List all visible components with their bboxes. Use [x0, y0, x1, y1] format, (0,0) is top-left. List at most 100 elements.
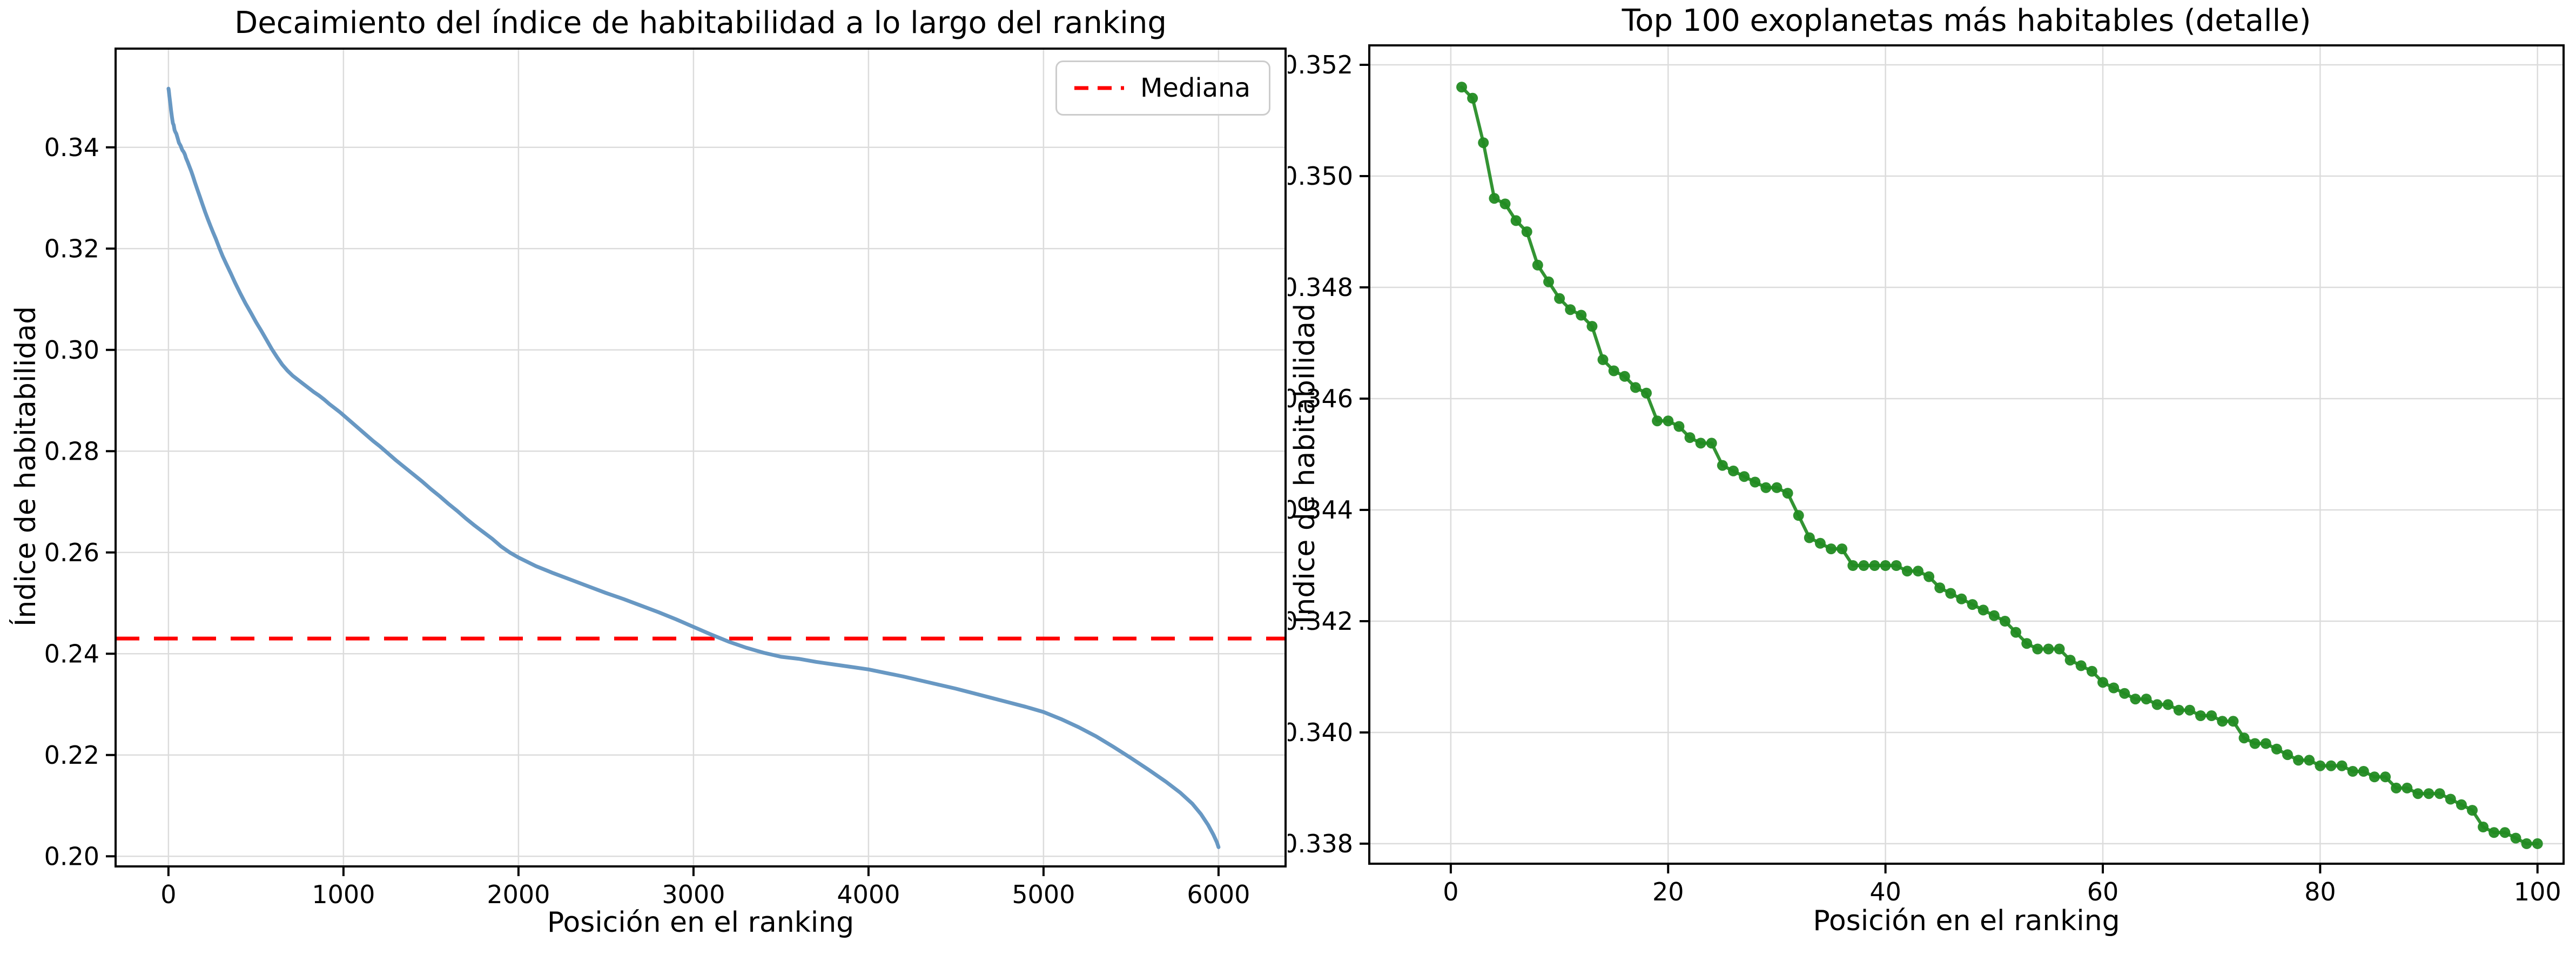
x-tick-label: 60	[2087, 877, 2119, 906]
data-point-marker	[2358, 766, 2369, 777]
left-chart-panel: 0 1000 2000 3000 4000 5000 6000 0.20 0.22 0.24 0.2…	[10, 5, 1287, 939]
x-tick-label: 4000	[837, 880, 900, 909]
data-point-marker	[2249, 738, 2261, 749]
data-point-marker	[2173, 704, 2184, 716]
data-point-marker	[2467, 805, 2478, 816]
data-point-marker	[1543, 276, 1554, 287]
data-point-marker	[1858, 560, 1869, 571]
data-point-marker	[2521, 838, 2532, 849]
y-tick-label: 0.350	[1288, 162, 1353, 191]
y-tick-label: 0.348	[1288, 273, 1353, 302]
data-point-marker	[2206, 710, 2217, 721]
data-point-marker	[2075, 660, 2087, 671]
data-point-marker	[1814, 537, 1826, 549]
data-point-marker	[1608, 365, 1619, 376]
data-point-marker	[2293, 755, 2304, 766]
data-point-marker	[2304, 755, 2315, 766]
data-point-marker	[1576, 310, 1587, 321]
data-point-marker	[1750, 476, 1761, 488]
x-tick-label: 6000	[1187, 880, 1250, 909]
data-point-marker	[2315, 760, 2326, 771]
data-point-marker	[1532, 259, 1543, 271]
data-point-marker	[2369, 771, 2380, 783]
data-point-marker	[1771, 482, 1783, 493]
data-line	[1460, 85, 2539, 845]
data-point-marker	[1565, 304, 1576, 315]
data-point-marker	[1891, 560, 1902, 571]
data-point-marker	[2043, 643, 2054, 655]
axes-frame	[115, 48, 1287, 867]
data-point-marker	[2184, 704, 2195, 716]
data-point-marker	[2391, 782, 2402, 793]
data-point-marker	[2086, 665, 2097, 677]
y-tick-label: 0.26	[44, 538, 99, 567]
y-tick-label: 0.338	[1288, 829, 1353, 858]
data-point-marker	[1847, 560, 1859, 571]
x-tick-label: 2000	[487, 880, 550, 909]
data-point-marker	[1826, 543, 1837, 555]
data-point-marker	[1499, 198, 1511, 210]
data-point-marker	[2456, 799, 2467, 810]
data-point-marker	[2380, 771, 2391, 783]
data-point-marker	[2054, 643, 2065, 655]
data-point-marker	[2423, 788, 2434, 799]
x-tick-label: 0	[160, 880, 176, 909]
data-point-marker	[2010, 627, 2021, 638]
data-point-marker	[1793, 510, 1804, 521]
y-tick-label: 0.32	[44, 234, 99, 263]
data-point-marker	[1804, 532, 1815, 543]
left-chart-canvas: 0 1000 2000 3000 4000 5000 6000 0.20 0.22 0.24 0.2…	[44, 48, 1287, 909]
y-tick-label: 0.340	[1288, 718, 1353, 747]
data-point-marker	[1489, 193, 1500, 204]
data-point-marker	[2238, 732, 2250, 744]
data-point-marker	[1923, 571, 1935, 582]
right-y-axis-label: Índice de habitabilidad	[1289, 303, 1321, 624]
y-tick-label: 0.34	[44, 133, 99, 162]
data-point-marker	[2141, 694, 2152, 705]
data-point-marker	[1739, 471, 1750, 482]
y-tick-label: 0.342	[1288, 607, 1353, 636]
x-tick-label: 100	[2514, 877, 2561, 906]
data-point-marker	[1663, 415, 1674, 427]
data-point-marker	[1999, 616, 2010, 627]
x-tick-label: 0	[1443, 877, 1458, 906]
left-x-axis-label: Posición en el ranking	[547, 906, 855, 939]
median-line-swatch	[1074, 86, 1124, 90]
data-point-marker	[1956, 593, 1967, 604]
x-tick-label: 1000	[312, 880, 375, 909]
data-point-marker	[2488, 827, 2500, 838]
y-tick-label: 0.352	[1288, 50, 1353, 79]
x-tick-label: 5000	[1012, 880, 1075, 909]
data-point-marker	[2130, 694, 2141, 705]
data-point-marker	[2478, 822, 2489, 832]
data-point-marker	[2347, 766, 2358, 777]
data-point-marker	[1901, 566, 1913, 577]
data-point-marker	[2064, 655, 2076, 666]
data-point-marker	[1967, 599, 1978, 610]
data-point-marker	[1945, 588, 1956, 599]
data-point-marker	[1913, 566, 1923, 577]
data-point-marker	[2271, 743, 2282, 755]
right-x-axis-label: Posición en el ranking	[1813, 905, 2120, 937]
data-point-marker	[1837, 543, 1848, 555]
data-point-marker	[2260, 738, 2271, 749]
data-point-marker	[1630, 382, 1641, 393]
data-point-marker	[2151, 699, 2163, 710]
y-tick-label: 0.346	[1288, 384, 1353, 413]
data-point-marker	[2434, 788, 2445, 799]
y-tick-label: 0.28	[44, 436, 99, 466]
data-point-marker	[2445, 793, 2456, 805]
data-point-marker	[1934, 582, 1946, 594]
left-chart-title: Decaimiento del índice de habitabilidad …	[234, 5, 1167, 41]
data-point-marker	[2282, 749, 2293, 761]
data-point-marker	[1978, 604, 1989, 616]
data-point-marker	[2032, 643, 2043, 655]
data-point-marker	[2412, 788, 2424, 799]
data-point-marker	[1782, 488, 1793, 499]
data-point-marker	[1728, 465, 1739, 476]
data-point-marker	[2402, 782, 2413, 793]
data-point-marker	[2119, 688, 2130, 699]
axes-frame	[1368, 44, 2565, 865]
data-point-marker	[1988, 610, 2000, 621]
data-point-marker	[1652, 415, 1663, 427]
